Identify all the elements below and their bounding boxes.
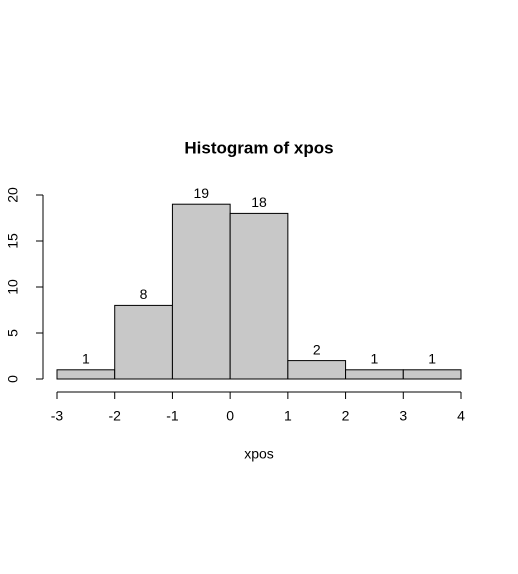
bar: [402, 369, 462, 380]
x-tick-label: -1: [166, 408, 179, 424]
y-tick-label: 5: [5, 329, 21, 337]
bar: [114, 304, 173, 380]
y-tick-label: 0: [5, 375, 21, 383]
x-tick-label: 4: [457, 408, 465, 424]
x-tick-label: 2: [342, 408, 350, 424]
bar-value-label: 2: [313, 341, 321, 357]
bar: [287, 360, 347, 380]
bar: [171, 203, 231, 380]
y-tick-label: 15: [5, 233, 21, 249]
x-tick-label: -3: [51, 408, 64, 424]
x-tick-label: 1: [284, 408, 292, 424]
bar: [229, 212, 289, 380]
chart-title: Histogram of xpos: [184, 138, 333, 157]
bar-value-label: 1: [371, 351, 379, 367]
x-tick-label: 0: [226, 408, 234, 424]
bar: [345, 369, 404, 380]
x-tick-label: -2: [108, 408, 121, 424]
bar: [56, 369, 116, 380]
bar-value-label: 8: [140, 286, 148, 302]
y-tick-label: 20: [5, 187, 21, 203]
x-tick-label: 3: [399, 408, 407, 424]
bar-value-label: 18: [251, 194, 267, 210]
bar-value-label: 1: [428, 351, 436, 367]
x-axis-label: xpos: [244, 446, 274, 462]
y-tick-label: 10: [5, 279, 21, 295]
bar-value-label: 19: [193, 185, 209, 201]
bar-value-label: 1: [82, 351, 90, 367]
